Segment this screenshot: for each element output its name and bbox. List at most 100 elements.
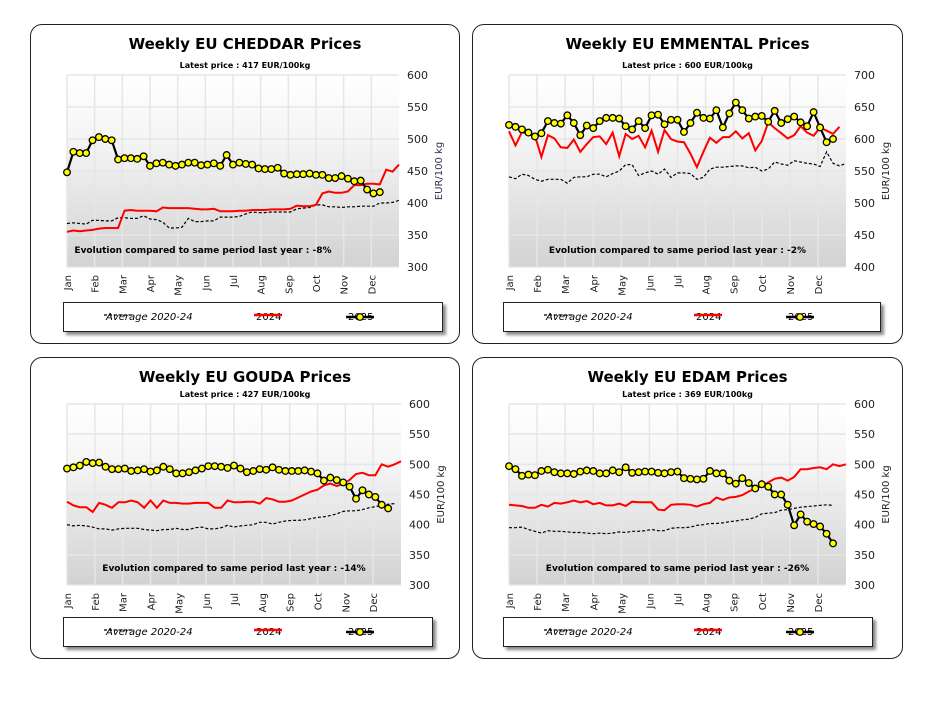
data-point-2025 — [371, 492, 380, 501]
month-label: Jul — [674, 275, 685, 288]
data-point-2025 — [178, 469, 187, 478]
data-point-2025 — [313, 469, 322, 478]
y-tick-label: 450 — [854, 229, 875, 242]
data-point-2025 — [88, 136, 97, 145]
data-point-2025 — [822, 529, 831, 538]
data-point-2025 — [777, 119, 786, 127]
data-point-2025 — [829, 135, 837, 143]
data-point-2025 — [332, 476, 341, 484]
data-point-2025 — [822, 138, 831, 147]
month-label: Jul — [230, 593, 241, 606]
data-point-2025 — [267, 165, 276, 174]
data-point-2025 — [120, 464, 129, 473]
data-point-2025 — [654, 468, 663, 477]
data-point-2025 — [63, 168, 71, 177]
y-tick-label: 550 — [854, 165, 875, 178]
chart-panel-cheddar: Weekly EU CHEDDAR Prices Latest price : 4… — [30, 24, 460, 344]
data-point-2025 — [705, 467, 714, 475]
series-2024-line — [508, 120, 841, 170]
y-tick-label: 650 — [854, 101, 875, 114]
data-point-2025 — [343, 174, 352, 183]
data-point-2025 — [569, 470, 578, 478]
month-label: Jan — [63, 593, 74, 609]
month-label: Nov — [340, 275, 351, 295]
data-point-2025 — [101, 135, 110, 143]
data-point-2025 — [518, 471, 526, 480]
y-tick-label: 350 — [854, 549, 875, 562]
month-label: Sep — [284, 275, 295, 294]
data-point-2025 — [511, 465, 520, 474]
data-point-2025 — [783, 115, 792, 124]
data-point-2025 — [63, 464, 71, 473]
data-point-2025 — [280, 169, 289, 178]
data-point-2025 — [550, 468, 559, 477]
chart-panel-gouda: Weekly EU GOUDA Prices Latest price : 427… — [30, 357, 460, 659]
data-point-2025 — [731, 479, 740, 488]
data-point-2025 — [312, 170, 320, 179]
data-point-2025 — [127, 467, 136, 475]
chart-svg: 300 350 400 450 500 550 600 Jan Feb Mar Apr May Jun J… — [505, 398, 892, 614]
data-point-2025 — [667, 468, 675, 477]
y-tick-label: 500 — [854, 458, 875, 471]
data-point-2025 — [286, 170, 295, 179]
series-average-line — [509, 504, 834, 535]
data-point-2025 — [216, 161, 225, 170]
legend-label: Average 2020-24 — [546, 626, 633, 638]
legend-label: 2024 — [256, 626, 282, 638]
data-point-2025 — [770, 490, 779, 499]
month-label: Oct — [312, 275, 323, 292]
data-point-2025 — [384, 504, 393, 513]
data-point-2025 — [210, 462, 219, 471]
data-point-2025 — [275, 465, 283, 474]
legend-item-avg: Average 2020-24 — [104, 627, 193, 638]
month-label: Jun — [201, 275, 212, 292]
data-point-2025 — [248, 160, 257, 169]
chart-title: Weekly EU EDAM Prices — [587, 368, 788, 386]
data-point-2025 — [133, 154, 142, 163]
data-point-2025 — [69, 463, 78, 472]
data-point-2025 — [602, 113, 611, 122]
y-axis-title: EUR/100 kg — [881, 465, 892, 523]
month-label: Apr — [589, 274, 600, 292]
legend-item-y2024: 2024 — [254, 626, 282, 638]
data-point-2025 — [829, 539, 837, 548]
data-point-2025 — [556, 469, 565, 478]
data-point-2025 — [628, 125, 637, 134]
chart-panel-emmental: Weekly EU EMMENTAL Prices Latest price : … — [472, 24, 903, 344]
month-label: Feb — [533, 593, 544, 611]
data-point-2025 — [634, 117, 643, 126]
chart-svg: 300 350 400 450 500 550 600 Jan Feb Mar Apr May Jun J… — [63, 398, 447, 614]
data-point-2025 — [537, 129, 546, 138]
data-point-2025 — [172, 469, 181, 478]
data-point-2025 — [803, 517, 812, 526]
data-point-2025 — [273, 163, 282, 172]
data-point-2025 — [770, 106, 779, 115]
legend-item-y2025: 2025 — [346, 312, 374, 323]
y-tick-label: 300 — [409, 579, 430, 592]
month-label: Jun — [645, 275, 656, 292]
data-point-2025 — [751, 112, 760, 121]
legend-label: Average 2020-24 — [106, 626, 193, 638]
data-point-2025 — [530, 132, 539, 141]
chart-legend: Average 2020-24 2024 2025 — [503, 302, 881, 332]
data-point-2025 — [95, 458, 104, 467]
y-tick-label: 400 — [854, 519, 875, 532]
data-point-2025 — [203, 160, 212, 169]
data-point-2025 — [692, 475, 701, 484]
evolution-note: Evolution compared to same period last y… — [74, 246, 331, 256]
y-tick-label: 550 — [407, 101, 428, 114]
month-label: Dec — [814, 593, 825, 612]
month-label: Jan — [505, 593, 516, 609]
data-point-2025 — [686, 119, 695, 127]
chart-subtitle: Latest price : 369 EUR/100kg — [622, 390, 753, 399]
data-point-2025 — [757, 480, 766, 489]
data-point-2025 — [738, 106, 747, 115]
data-point-2025 — [634, 468, 643, 477]
data-point-2025 — [260, 165, 269, 174]
data-point-2025 — [375, 188, 384, 197]
legend-item-y2024: 2024 — [694, 627, 722, 638]
data-point-2025 — [75, 461, 84, 470]
y-tick-label: 300 — [407, 261, 428, 274]
data-point-2025 — [608, 113, 617, 122]
data-point-2025 — [790, 112, 799, 121]
